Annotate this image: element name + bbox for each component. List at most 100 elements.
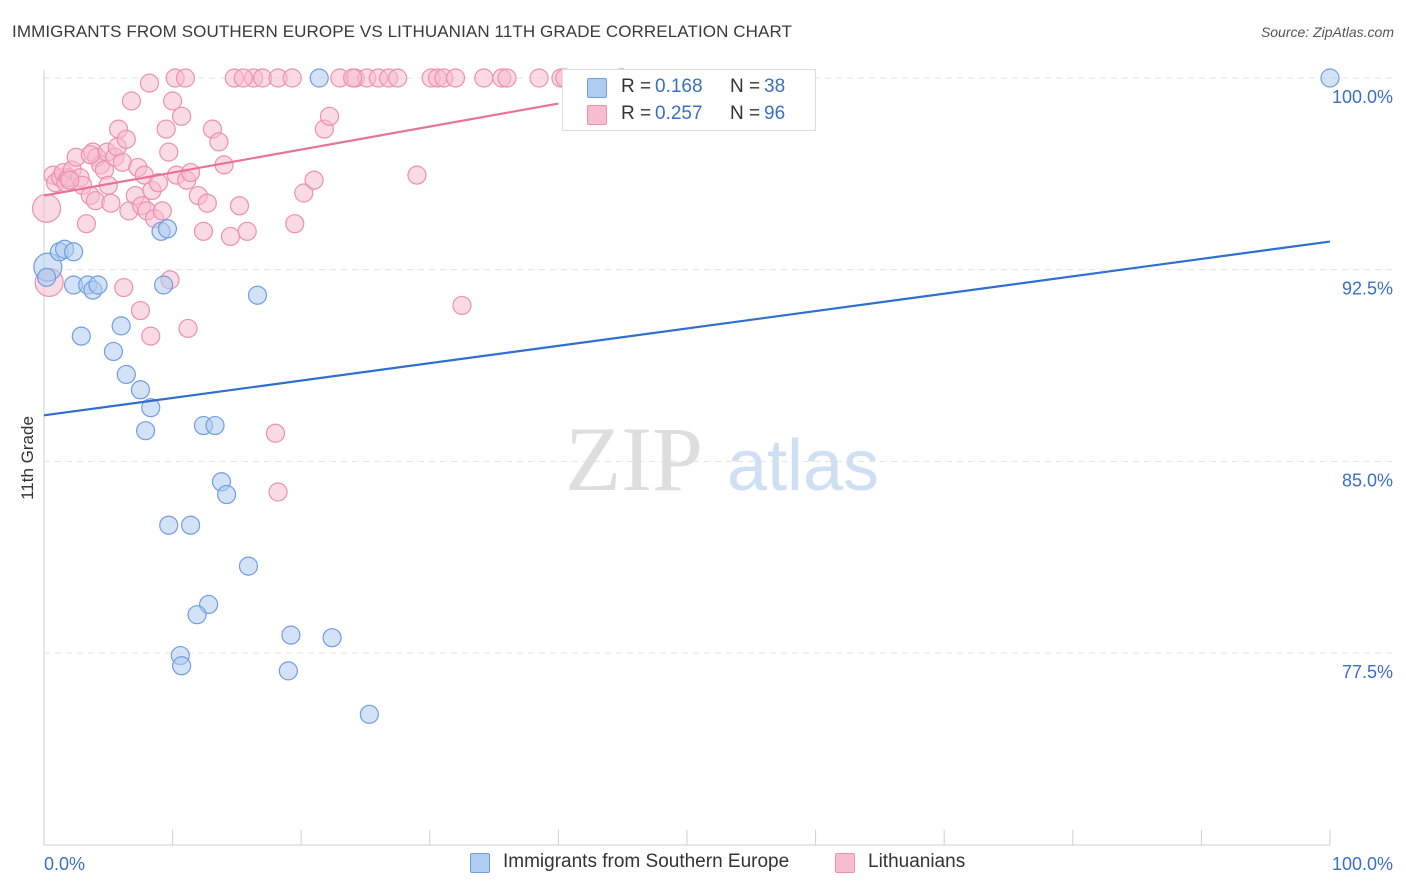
pink-point <box>237 221 257 241</box>
blue-point <box>278 661 298 681</box>
watermark-atlas: atlas <box>727 426 879 506</box>
pink-point <box>141 326 161 346</box>
y-tick-label: 92.5% <box>1342 279 1393 299</box>
trend-lines <box>43 102 1331 417</box>
y-tick-labels: 77.5% 85.0% 92.5% 100.0% <box>1332 87 1393 682</box>
pink-point <box>304 170 324 190</box>
blue-point <box>141 398 161 418</box>
pink-point <box>229 196 250 216</box>
pink-point <box>80 145 100 165</box>
legend-n-value-blue: 38 <box>764 76 786 97</box>
pink-point <box>116 129 136 149</box>
legend-r-label: R = <box>621 76 652 97</box>
legend-label-lithuanians: Lithuanians <box>868 851 966 872</box>
series-lithuanians-points <box>31 68 575 502</box>
pink-point <box>343 68 363 88</box>
y-tick-label: 77.5% <box>1342 662 1393 682</box>
blue-point <box>172 656 192 676</box>
pink-point <box>181 162 201 183</box>
pink-trend-line <box>43 102 559 197</box>
blue-point <box>205 415 225 436</box>
blue-point <box>88 275 108 295</box>
pink-point <box>76 214 97 234</box>
source-label: Source: ZipAtlas.com <box>1260 24 1394 40</box>
blue-point <box>359 704 379 724</box>
blue-point <box>157 219 178 239</box>
pink-point <box>139 73 160 93</box>
pink-point <box>282 68 302 88</box>
pink-point <box>474 68 494 88</box>
blue-point <box>181 515 201 535</box>
blue-point <box>63 242 84 262</box>
legend-r-value-pink: 0.257 <box>655 103 703 124</box>
pink-point <box>156 119 176 139</box>
pink-point <box>388 68 408 88</box>
pink-point <box>121 91 142 111</box>
blue-point <box>1320 68 1340 88</box>
pink-point <box>452 295 472 316</box>
pink-point <box>31 193 62 223</box>
pink-point <box>197 193 217 213</box>
pink-point <box>285 214 305 234</box>
pink-point <box>319 106 340 126</box>
pink-point <box>178 318 198 339</box>
pink-point <box>152 201 172 221</box>
blue-point <box>103 341 124 362</box>
legend-n-label: N = <box>730 76 761 97</box>
x-tick-label-max: 100.0% <box>1332 854 1393 874</box>
x-tick-label-min: 0.0% <box>44 854 85 874</box>
y-tick-label: 85.0% <box>1342 470 1393 490</box>
pink-point <box>159 142 179 162</box>
legend-swatch-pink <box>835 853 855 873</box>
watermark: ZIP atlas <box>565 408 879 510</box>
pink-point <box>294 183 314 203</box>
y-tick-label: 100.0% <box>1332 87 1393 107</box>
blue-point <box>187 605 207 625</box>
blue-point <box>281 625 301 645</box>
pink-point <box>233 68 253 88</box>
pink-point <box>175 68 196 88</box>
blue-point <box>309 68 329 88</box>
pink-point <box>163 91 183 111</box>
pink-point <box>265 423 286 443</box>
blue-point <box>238 556 259 576</box>
pink-point <box>60 170 80 190</box>
blue-point <box>247 285 268 305</box>
pink-point <box>220 226 241 247</box>
pink-point <box>101 193 121 213</box>
blue-point <box>217 484 237 505</box>
pink-point <box>497 68 517 88</box>
blue-point <box>135 421 156 441</box>
pink-point <box>445 68 466 88</box>
pink-point <box>130 300 151 321</box>
pink-point <box>148 173 169 193</box>
blue-point <box>322 628 342 648</box>
series-southern-europe-points <box>33 68 1340 724</box>
chart-title: IMMIGRANTS FROM SOUTHERN EUROPE VS LITHU… <box>12 22 793 41</box>
pink-point <box>529 68 549 88</box>
blue-point <box>130 380 151 400</box>
pink-point <box>114 277 134 298</box>
legend-label-southern-europe: Immigrants from Southern Europe <box>503 851 790 872</box>
legend-swatch-blue <box>587 78 607 98</box>
legend-n-value-pink: 96 <box>764 103 786 124</box>
legend-r-value-blue: 0.168 <box>655 76 703 97</box>
blue-point <box>159 515 179 535</box>
pink-point <box>209 132 229 152</box>
legend-swatch-pink <box>587 105 607 125</box>
pink-point <box>407 165 427 185</box>
legend-n-label: N = <box>730 103 761 124</box>
stats-legend: R = 0.168 N = 38 R = 0.257 N = 96 <box>562 69 816 131</box>
watermark-zip: ZIP <box>565 408 703 510</box>
blue-point <box>111 316 131 336</box>
pink-point <box>193 221 214 241</box>
legend-swatch-blue <box>470 853 490 873</box>
blue-point <box>116 364 136 385</box>
blue-point <box>153 275 174 295</box>
pink-point <box>172 106 192 126</box>
x-ticks <box>43 830 1331 845</box>
blue-point <box>36 267 57 287</box>
pink-point <box>268 482 288 502</box>
y-axis-label: 11th Grade <box>18 416 37 500</box>
